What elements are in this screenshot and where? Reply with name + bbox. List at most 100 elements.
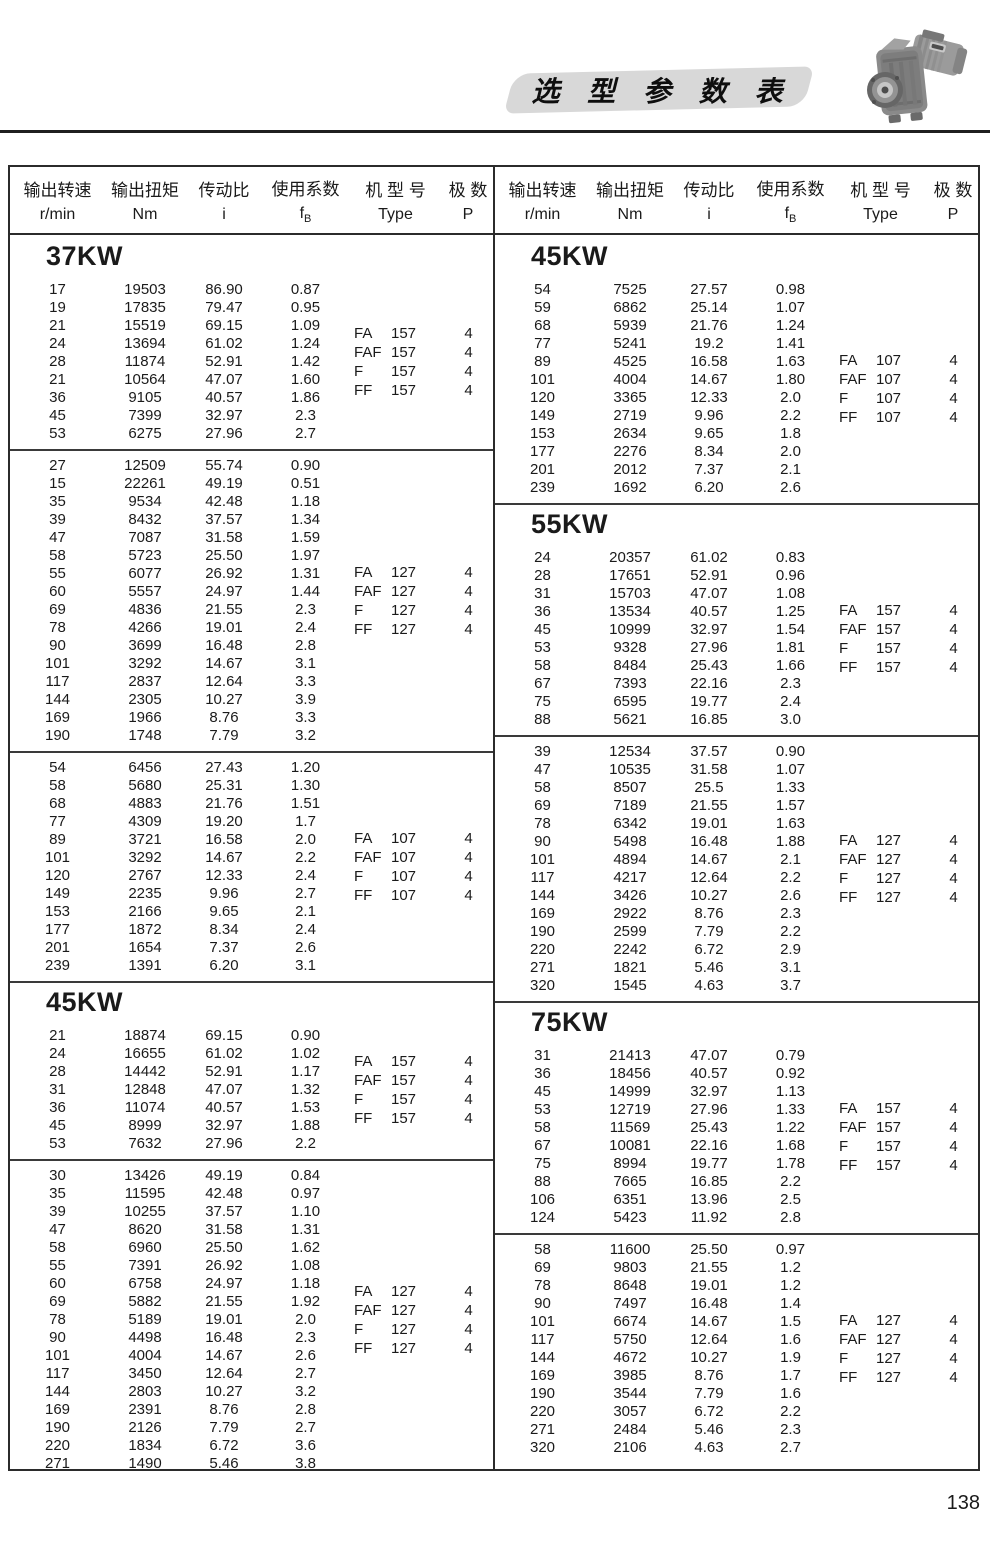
data-block: 30 13426 49.19 0.84 35 11595 42.48 0.97 39 10255 3…: [10, 1159, 493, 1469]
table-cell: 1.13: [775, 1083, 806, 1100]
table-cell: 144: [44, 691, 71, 708]
table-row: 120 3365 12.33 2.0: [495, 389, 833, 407]
table-cell: 3.0: [780, 711, 801, 728]
type-list: FA 157 4 FAF 157 4 F 157 4 FF 157 4: [833, 1047, 978, 1227]
table-cell: 16655: [124, 1045, 166, 1062]
table-row: 220 3057 6.72 2.2: [495, 1403, 833, 1421]
table-cell: 30: [49, 1167, 66, 1184]
table-row: 169 1966 8.76 3.3: [10, 709, 348, 727]
table-cell: 40.57: [690, 603, 728, 620]
table-cell: 3365: [613, 389, 647, 406]
table-cell: 3292: [128, 849, 162, 866]
table-cell: 22261: [124, 475, 166, 492]
table-cell: 69: [49, 1293, 66, 1310]
type-model-size: 157: [876, 1138, 902, 1155]
table-cell: 53: [534, 1101, 551, 1118]
table-cell: 101: [529, 851, 556, 868]
type-model-prefix: FF: [839, 1369, 858, 1386]
column-header-en: Type: [378, 206, 413, 223]
table-cell: 4.63: [694, 1439, 724, 1456]
table-row: 31 15703 47.07 1.08: [495, 585, 833, 603]
type-row: FA 107 4: [839, 351, 978, 370]
table-cell: 5.46: [694, 1421, 724, 1438]
type-model: FAF 127: [839, 851, 929, 868]
table-cell: 153: [44, 903, 71, 920]
table-cell: 75: [534, 693, 551, 710]
type-model: FA 157: [354, 325, 444, 342]
type-row: FA 127 4: [354, 563, 493, 582]
table-cell: 26.92: [205, 565, 243, 582]
table-cell: 36: [534, 603, 551, 620]
table-row: 101 3292 14.67 2.2: [10, 849, 348, 867]
type-poles: 4: [464, 1110, 473, 1127]
table-cell: 1.10: [290, 1203, 321, 1220]
header-rule: [0, 130, 990, 133]
type-model-prefix: FAF: [839, 851, 867, 868]
table-cell: 1.2: [780, 1277, 801, 1294]
type-model-size: 127: [391, 1321, 417, 1338]
table-cell: 78: [49, 619, 66, 636]
type-model-prefix: FF: [354, 382, 373, 399]
table-cell: 25.14: [690, 299, 728, 316]
column-header-cell: 机 型 号 Type: [833, 176, 928, 224]
type-model-size: 157: [876, 659, 902, 676]
table-cell: 1.31: [290, 1221, 321, 1238]
table-cell: 6674: [613, 1313, 647, 1330]
type-model-size: 127: [876, 851, 902, 868]
table-cell: 40.57: [690, 1065, 728, 1082]
table-cell: 54: [49, 759, 66, 776]
table-row: 67 7393 22.16 2.3: [495, 675, 833, 693]
data-block: 58 11600 25.50 0.97 69 9803 21.55 1.2 78 8648 19.0…: [495, 1233, 978, 1463]
table-cell: 7087: [128, 529, 162, 546]
table-cell: 47.07: [205, 1081, 243, 1098]
table-cell: 45: [49, 1117, 66, 1134]
data-rows: 54 7525 27.57 0.98 59 6862 25.14 1.07 68 5939 21.7…: [495, 281, 833, 497]
type-model-prefix: FA: [839, 352, 858, 369]
section-heading: 45KW: [531, 241, 609, 271]
type-model: FF 157: [354, 1110, 444, 1127]
table-row: 59 6862 25.14 1.07: [495, 299, 833, 317]
table-cell: 4883: [128, 795, 162, 812]
table-row: 35 9534 42.48 1.18: [10, 493, 348, 511]
table-cell: 5723: [128, 547, 162, 564]
type-model: FAF 157: [354, 1072, 444, 1089]
table-cell: 15703: [609, 585, 651, 602]
table-cell: 117: [45, 673, 70, 690]
type-model-size: 157: [391, 1091, 417, 1108]
table-cell: 12848: [124, 1081, 166, 1098]
table-row: 177 1872 8.34 2.4: [10, 921, 348, 939]
type-poles: 4: [464, 583, 473, 600]
table-cell: 2.7: [295, 425, 316, 442]
table-cell: 1.18: [290, 1275, 321, 1292]
table-cell: 1.6: [780, 1385, 801, 1402]
table-row: 58 11569 25.43 1.22: [495, 1119, 833, 1137]
type-poles: 4: [464, 830, 473, 847]
table-cell: 77: [534, 335, 551, 352]
table-cell: 53: [534, 639, 551, 656]
table-cell: 20357: [609, 549, 651, 566]
table-cell: 2.6: [295, 939, 316, 956]
column-header-cn: 机 型 号: [365, 181, 426, 200]
table-cell: 88: [534, 1173, 551, 1190]
table-cell: 2.3: [780, 675, 801, 692]
data-rows: 30 13426 49.19 0.84 35 11595 42.48 0.97 39 10255 3…: [10, 1167, 348, 1469]
column-header-cell: 输出扭矩 Nm: [590, 176, 670, 224]
table-cell: 106: [529, 1191, 556, 1208]
type-model-size: 127: [391, 1283, 417, 1300]
table-cell: 14.67: [690, 1313, 728, 1330]
type-model-prefix: F: [839, 640, 849, 657]
type-list: FA 127 4 FAF 127 4 F 127 4 FF 127 4: [348, 457, 493, 745]
table-cell: 1.24: [775, 317, 806, 334]
table-cell: 7.37: [209, 939, 239, 956]
column-header-en-sub: B: [304, 213, 312, 226]
type-model-prefix: FA: [354, 325, 373, 342]
table-cell: 2.0: [295, 1311, 316, 1328]
type-model: F 127: [354, 1321, 444, 1338]
table-cell: 5621: [613, 711, 647, 728]
table-row: 90 7497 16.48 1.4: [495, 1295, 833, 1313]
table-cell: 19: [49, 299, 66, 316]
table-row: 190 3544 7.79 1.6: [495, 1385, 833, 1403]
column-header-cell: 输出扭矩 Nm: [105, 176, 185, 224]
table-cell: 60: [49, 1275, 66, 1292]
table-row: 320 2106 4.63 2.7: [495, 1439, 833, 1457]
